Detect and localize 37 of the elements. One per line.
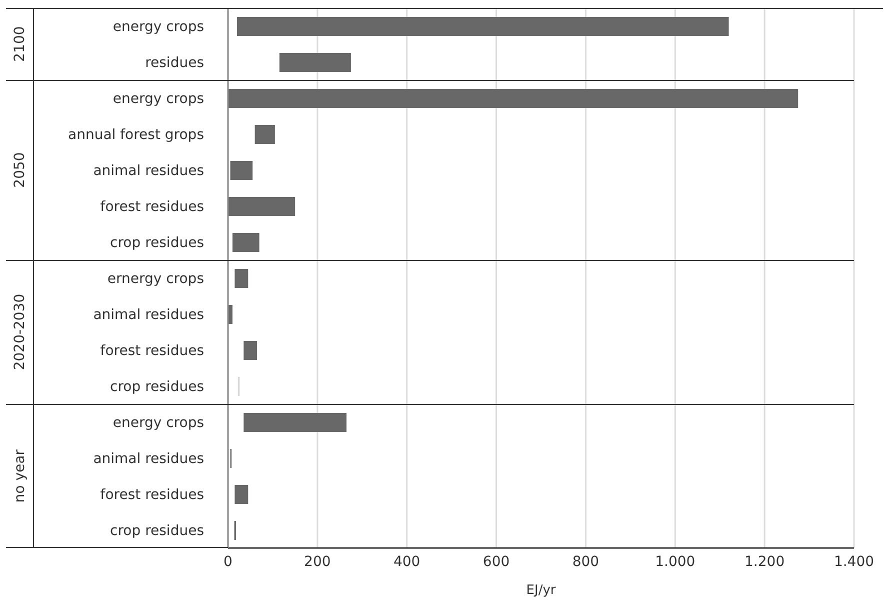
- y-tick-label: residues: [145, 54, 204, 71]
- y-tick-label: crop residues: [110, 378, 204, 395]
- bar: [232, 233, 260, 252]
- bar: [244, 413, 346, 432]
- x-tick-label: 1.200: [744, 554, 785, 570]
- y-tick-label: crop residues: [110, 522, 204, 539]
- y-tick-label: energy crops: [112, 18, 204, 35]
- y-tick-label: animal residues: [93, 450, 204, 467]
- bar: [230, 161, 253, 180]
- y-tick-label: forest residues: [100, 486, 204, 503]
- y-axis-title: 2100: [12, 26, 28, 62]
- x-tick-label: 1.400: [834, 554, 874, 570]
- y-axis-title: 2050: [12, 152, 28, 188]
- y-tick-label: forest residues: [100, 198, 204, 215]
- x-tick-label: 400: [393, 554, 420, 570]
- y-tick-label: energy crops: [112, 414, 204, 431]
- x-tick-label: 800: [572, 554, 600, 570]
- x-tick-label: 600: [482, 554, 510, 570]
- bar: [244, 341, 258, 360]
- y-tick-label: energy crops: [112, 90, 204, 107]
- x-axis-title: EJ/yr: [526, 583, 556, 598]
- y-axis-title: 2020-2030: [12, 294, 28, 370]
- x-tick-label: 200: [304, 554, 331, 570]
- bar: [228, 197, 296, 216]
- bar: [254, 125, 275, 144]
- y-tick-label: crop residues: [110, 234, 204, 251]
- y-tick-label: ernergy crops: [107, 270, 204, 287]
- y-tick-label: forest residues: [100, 342, 204, 359]
- bar: [234, 485, 248, 504]
- x-tick-label: 1.000: [655, 554, 696, 570]
- bar: [228, 89, 798, 108]
- y-axis-title: no year: [12, 449, 28, 503]
- y-tick-label: annual forest grops: [68, 126, 204, 143]
- x-tick-label: 0: [224, 554, 232, 570]
- bar: [234, 269, 248, 288]
- y-tick-label: animal residues: [93, 162, 204, 179]
- y-tick-label: animal residues: [93, 306, 204, 323]
